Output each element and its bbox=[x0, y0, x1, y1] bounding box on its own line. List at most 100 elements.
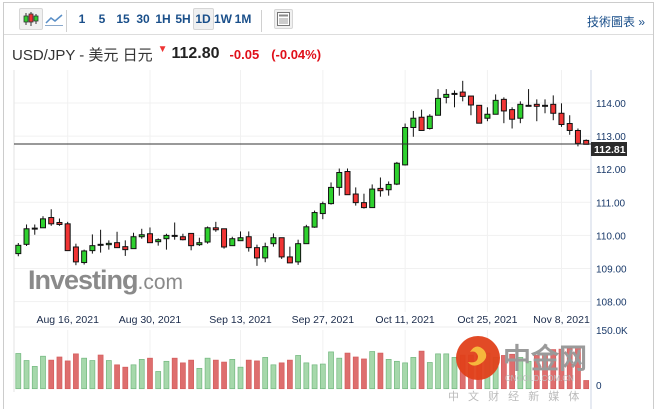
date-axis-label: Sep 27, 2021 bbox=[292, 314, 355, 326]
candle-body bbox=[492, 99, 499, 115]
investing-logo: Investing.com bbox=[28, 265, 183, 295]
candle-body bbox=[566, 123, 573, 131]
candle-body bbox=[171, 234, 178, 237]
volume-bar bbox=[542, 353, 548, 390]
timeframe-1[interactable]: 1 bbox=[78, 12, 86, 26]
volume-bar bbox=[105, 360, 112, 390]
timeframe-5h[interactable]: 5H bbox=[175, 12, 191, 26]
candle-body bbox=[97, 243, 104, 246]
candle-body bbox=[64, 223, 71, 252]
date-axis-label: Sep 13, 2021 bbox=[209, 314, 272, 326]
volume-bar bbox=[204, 357, 211, 390]
price-axis-label: 112.00 bbox=[596, 165, 626, 176]
candle-body bbox=[360, 202, 367, 209]
timeframe-30[interactable]: 30 bbox=[136, 12, 150, 26]
volume-bar bbox=[40, 355, 46, 390]
technical-chart-link[interactable]: 技術圖表 » bbox=[586, 15, 645, 29]
volume-bar bbox=[155, 371, 162, 390]
candle-body bbox=[39, 218, 46, 229]
timeframe-1w[interactable]: 1W bbox=[214, 12, 232, 26]
price-change: -0.05 bbox=[229, 46, 260, 62]
line-chart-icon bbox=[45, 14, 63, 26]
volume-bar bbox=[550, 349, 557, 390]
candle-body bbox=[377, 187, 384, 192]
date-axis-label: Oct 25, 2021 bbox=[457, 314, 517, 326]
candle-body bbox=[352, 193, 359, 204]
price-axis-label: 108.00 bbox=[596, 298, 627, 309]
volume-bar bbox=[418, 350, 425, 390]
candle-body bbox=[179, 236, 186, 241]
timeframe-1h[interactable]: 1H bbox=[155, 12, 171, 26]
volume-bar bbox=[114, 364, 120, 390]
candle-body bbox=[130, 236, 137, 250]
volume-bar bbox=[517, 357, 524, 390]
candle-body bbox=[336, 172, 343, 188]
candle-body bbox=[369, 188, 376, 209]
volume-bar bbox=[328, 351, 334, 390]
candle-body bbox=[188, 232, 195, 247]
candle-body bbox=[81, 250, 88, 264]
candle-body bbox=[138, 234, 145, 238]
volume-bar bbox=[402, 362, 408, 390]
candle-body bbox=[262, 246, 269, 259]
volume-bar bbox=[130, 364, 137, 390]
candle-body bbox=[204, 227, 211, 243]
candlestick-chart-button[interactable] bbox=[19, 8, 43, 30]
volume-bar bbox=[221, 361, 227, 390]
candle-body bbox=[146, 233, 153, 244]
volume-bar bbox=[73, 353, 79, 390]
date-axis-label: Nov 8, 2021 bbox=[533, 314, 590, 326]
date-axis-label: Aug 30, 2021 bbox=[119, 314, 182, 326]
candle-body bbox=[122, 246, 129, 251]
candle-body bbox=[253, 247, 260, 259]
candle-body bbox=[237, 237, 244, 242]
volume-bar bbox=[361, 358, 367, 390]
candle-body bbox=[509, 109, 516, 120]
candle-body bbox=[426, 115, 433, 129]
line-chart-button[interactable] bbox=[44, 8, 64, 30]
timeframe-15[interactable]: 15 bbox=[116, 12, 130, 26]
candle-body bbox=[500, 98, 507, 112]
timeframe-1m[interactable]: 1M bbox=[234, 12, 252, 26]
chart-toolbar: 1 5 15 30 1H 5H 1D 1W 1M 技術圖表 » bbox=[4, 3, 653, 35]
price-change-percent: (-0.04%) bbox=[271, 46, 322, 62]
candle-body bbox=[344, 171, 351, 196]
candle-body bbox=[48, 217, 55, 225]
volume-bar bbox=[81, 357, 87, 390]
candle-body bbox=[114, 242, 121, 249]
last-price: 112.80 bbox=[171, 45, 220, 62]
volume-bar bbox=[163, 360, 170, 390]
volume-bar bbox=[352, 356, 359, 390]
price-axis-label: 111.00 bbox=[596, 198, 626, 209]
cngold-wordmark: 中金网 bbox=[503, 342, 587, 374]
volume-bar bbox=[262, 357, 269, 390]
volume-bar bbox=[410, 357, 417, 390]
candle-body bbox=[56, 221, 63, 225]
timeframe-5[interactable]: 5 bbox=[98, 12, 106, 26]
layout-button[interactable] bbox=[274, 9, 293, 29]
timeframe-1d[interactable]: 1D bbox=[192, 8, 214, 30]
volume-bar bbox=[23, 360, 30, 390]
volume-bar bbox=[212, 359, 219, 390]
volume-bar bbox=[385, 359, 392, 390]
volume-bar bbox=[575, 347, 581, 390]
candle-body bbox=[295, 243, 302, 263]
candle-body bbox=[31, 227, 38, 230]
volume-bar bbox=[583, 380, 590, 390]
candle-body bbox=[517, 103, 524, 119]
volume-bar bbox=[278, 362, 285, 390]
volume-bar bbox=[443, 353, 450, 390]
price-axis-label: 114.00 bbox=[596, 99, 626, 110]
volume-bar bbox=[229, 359, 236, 390]
candle-body bbox=[196, 242, 203, 246]
quote-header: USD/JPY - 美元 日元 ▼ 112.80 -0.05 (-0.04%) bbox=[12, 44, 333, 64]
volume-bar bbox=[295, 355, 301, 390]
price-axis-label: 110.00 bbox=[596, 231, 626, 242]
candle-body bbox=[72, 246, 79, 263]
volume-bar bbox=[147, 357, 153, 390]
candle-body bbox=[410, 117, 417, 128]
candle-body bbox=[163, 234, 170, 240]
candle-body bbox=[155, 239, 162, 243]
candle-body bbox=[574, 129, 581, 144]
